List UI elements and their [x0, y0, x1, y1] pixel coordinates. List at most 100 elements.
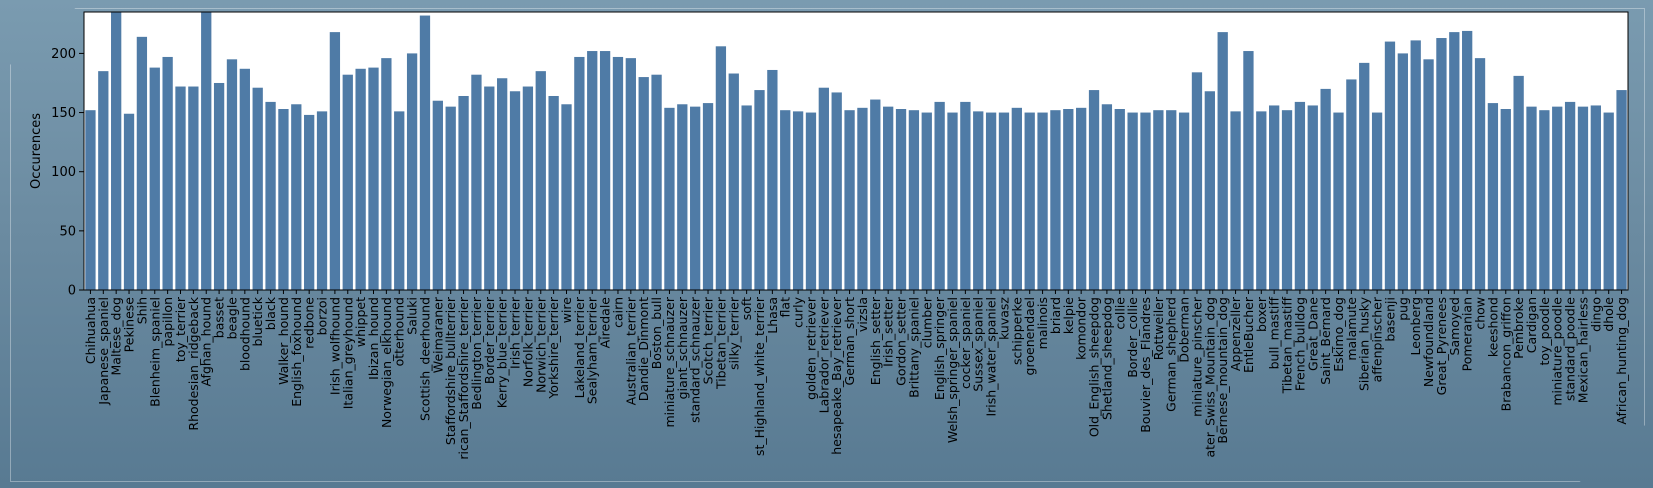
- bar: [612, 56, 624, 290]
- x-tick-label: Brittany_spaniel: [906, 297, 921, 398]
- bar: [445, 106, 456, 290]
- x-tick-label: schipperke: [1009, 297, 1024, 365]
- bar: [394, 111, 405, 290]
- x-tick-label: Norwegian_elkhound: [379, 297, 394, 428]
- y-tick-label: 50: [59, 224, 76, 239]
- x-tick-label: giant_schnauzer: [675, 296, 690, 399]
- x-tick-label: borzoi: [315, 297, 330, 335]
- bar: [1577, 106, 1589, 290]
- x-tick-label: vizsla: [855, 297, 870, 332]
- bar: [368, 67, 379, 290]
- bar: [921, 112, 932, 290]
- x-tick-label: golden_retriever: [803, 296, 818, 400]
- x-tick-label: Weimaraner: [430, 296, 445, 373]
- x-tick-label: Irish_wolfhound: [327, 297, 342, 395]
- bar: [934, 101, 945, 290]
- x-tick-label: st_Highland_white_terrier: [752, 296, 767, 456]
- bar: [1281, 110, 1293, 290]
- x-tick-label: bloodhound: [237, 297, 252, 371]
- bar: [1436, 38, 1447, 290]
- bar: [1217, 32, 1228, 290]
- x-tick-label: dingo: [1588, 297, 1603, 332]
- bar: [1294, 101, 1306, 290]
- x-tick-label: Italian_greyhound: [340, 297, 355, 409]
- x-tick-label: pug: [1395, 297, 1410, 321]
- x-tick-label: Border_collie: [1125, 297, 1140, 378]
- x-axis: ChihuahuaJapanese_spanielMaltese_dogPeki…: [83, 290, 1629, 460]
- bar: [1114, 109, 1125, 290]
- x-tick-label: Tibetan_mastiff: [1280, 297, 1295, 395]
- bar: [985, 112, 997, 290]
- bar: [329, 32, 341, 290]
- x-tick-label: Maltese_dog: [109, 297, 124, 375]
- x-tick-label: Shih: [134, 297, 149, 324]
- bar: [973, 111, 984, 290]
- y-axis-label: Occurences: [29, 113, 44, 189]
- x-tick-label: kuvasz: [996, 297, 1011, 340]
- bar: [1397, 53, 1408, 290]
- x-tick-label: curly: [791, 296, 806, 327]
- x-tick-label: Shetland_sheepdog: [1099, 297, 1114, 420]
- bar: [998, 112, 1010, 290]
- x-tick-label: Kerry_blue_terrier: [495, 296, 510, 408]
- x-tick-label: redbone: [302, 297, 317, 349]
- bar: [226, 59, 238, 290]
- x-tick-label: basenji: [1382, 297, 1397, 342]
- bars-group: [85, 12, 1627, 290]
- window-frame: [10, 8, 1645, 482]
- x-tick-label: flat: [778, 297, 793, 318]
- bar: [406, 53, 418, 290]
- bar: [599, 51, 611, 290]
- bar: [522, 86, 534, 290]
- x-tick-label: Siberian_husky: [1357, 296, 1372, 391]
- x-tick-label: Lhasa: [765, 297, 780, 334]
- bar: [1346, 79, 1357, 290]
- bar: [1590, 105, 1601, 290]
- bar: [1487, 103, 1499, 290]
- x-tick-label: cocker_spaniel: [958, 297, 973, 389]
- bar: [574, 56, 585, 290]
- x-tick-label: Pekinese: [122, 297, 137, 353]
- y-axis: 0 50 100 150 200: [51, 47, 84, 299]
- x-tick-label: Irish_water_spaniel: [984, 297, 999, 417]
- x-tick-label: black: [263, 296, 278, 330]
- bar: [1204, 91, 1215, 290]
- x-tick-label: groenendael: [1022, 297, 1037, 375]
- bar: [85, 110, 96, 290]
- x-tick-label: English_springer: [932, 296, 947, 400]
- bar: [818, 87, 829, 290]
- x-tick-label: Bernese_mountain_dog: [1215, 297, 1230, 444]
- x-tick-label: bluetick: [250, 296, 265, 346]
- x-tick-label: komondor: [1074, 296, 1089, 360]
- x-tick-label: Afghan_hound: [199, 297, 214, 387]
- x-tick-label: Rhodesian_ridgeback: [186, 296, 201, 430]
- bar: [1462, 30, 1473, 290]
- bar: [1011, 107, 1022, 290]
- bar: [870, 99, 881, 290]
- y-tick-label: 200: [51, 47, 76, 62]
- bar: [1513, 75, 1524, 290]
- x-tick-label: Saluki: [405, 297, 420, 335]
- bar: [728, 73, 739, 290]
- bar: [278, 109, 289, 290]
- x-tick-label: Irish_setter: [881, 296, 896, 367]
- bar: [1140, 112, 1151, 290]
- x-tick-label: English_foxhound: [289, 297, 304, 407]
- bar: [1526, 106, 1537, 290]
- x-tick-label: otterhound: [392, 297, 407, 366]
- x-tick-label: Border_terrier: [482, 296, 497, 384]
- bar: [561, 104, 572, 290]
- bar: [690, 106, 701, 290]
- bar: [1269, 105, 1280, 290]
- bar: [1500, 109, 1511, 290]
- x-tick-label: soft: [739, 297, 754, 320]
- x-tick-label: Eskimo_dog: [1331, 297, 1346, 372]
- bar: [625, 58, 636, 290]
- x-tick-label: Sealyham_terrier: [585, 296, 600, 404]
- bar: [1371, 112, 1383, 290]
- x-tick-label: Old_English_sheepdog: [1087, 297, 1102, 437]
- bar: [664, 107, 675, 290]
- bar: [252, 87, 263, 290]
- bar: [1474, 58, 1486, 290]
- bar: [1063, 109, 1074, 290]
